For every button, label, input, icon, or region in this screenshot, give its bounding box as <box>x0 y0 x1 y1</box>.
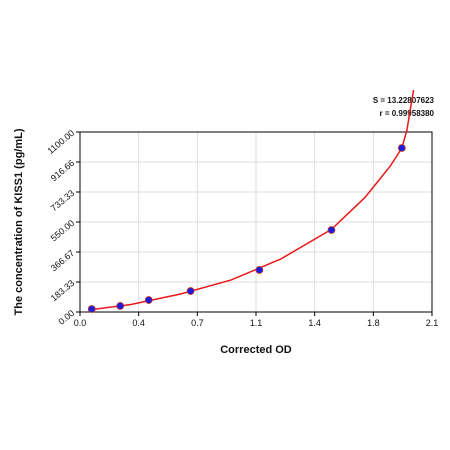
x-tick-label: 0.7 <box>191 318 204 328</box>
x-tick-label: 1.1 <box>250 318 263 328</box>
data-point <box>327 226 336 234</box>
data-point <box>87 305 96 313</box>
data-point <box>397 144 406 152</box>
y-tick-label: 916.66 <box>49 158 77 183</box>
fit-curve <box>88 89 415 311</box>
data-point <box>144 296 153 304</box>
y-tick-label: 733.33 <box>49 188 77 213</box>
annotation: S = 13.22807623 <box>373 96 435 105</box>
y-tick-label: 183.33 <box>49 278 77 303</box>
x-tick-label: 1.8 <box>367 318 380 328</box>
y-tick-label: 1100.00 <box>45 128 76 156</box>
x-tick-label: 0.4 <box>132 318 145 328</box>
y-tick-label: 550.00 <box>49 218 77 243</box>
data-point <box>255 266 264 274</box>
x-tick-label: 1.4 <box>308 318 321 328</box>
annotation: r = 0.99958380 <box>380 109 435 118</box>
plot-frame <box>79 131 433 313</box>
data-point <box>116 302 125 310</box>
y-axis-title: The concentration of KISS1 (pg/mL) <box>13 128 25 315</box>
x-axis-title: Corrected OD <box>220 344 292 356</box>
x-tick-label: 0.0 <box>74 318 87 328</box>
data-point <box>186 287 195 295</box>
x-tick-label: 2.1 <box>426 318 439 328</box>
y-tick-label: 366.67 <box>49 248 77 273</box>
